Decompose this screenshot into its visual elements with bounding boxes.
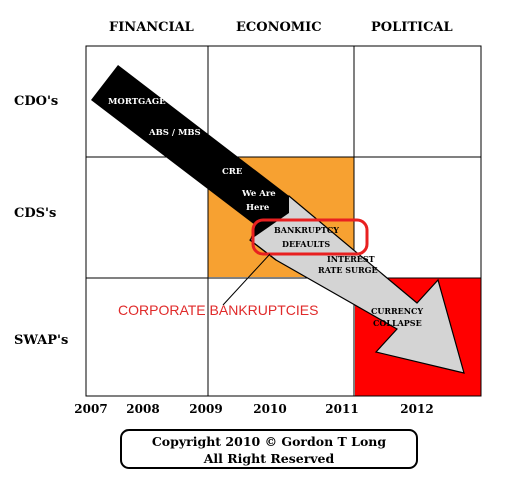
row-header-swaps: SWAP's	[14, 333, 69, 348]
label-we-are: We Are	[241, 189, 276, 199]
label-cre: CRE	[222, 167, 243, 177]
year-2008: 2008	[126, 402, 160, 416]
column-header-financial: FINANCIAL	[109, 20, 194, 35]
column-header-political: POLITICAL	[371, 20, 453, 35]
label-interest: INTEREST	[327, 254, 375, 264]
year-2011: 2011	[325, 402, 359, 416]
year-2007: 2007	[74, 402, 108, 416]
label-defaults: DEFAULTS	[282, 239, 330, 249]
callout-pointer-line	[222, 253, 271, 306]
arrow-dark-body	[91, 65, 289, 240]
copyright-line-2: All Right Reserved	[203, 451, 335, 466]
grid-lines	[85, 45, 482, 397]
copyright-line-1: Copyright 2010 © Gordon T Long	[151, 434, 387, 449]
callout-corporate-bankruptcies: CORPORATE BANKRUPTCIES	[118, 302, 319, 318]
row-header-cdss: CDS's	[14, 206, 57, 221]
label-currency: CURRENCY	[371, 306, 423, 316]
copyright-box: Copyright 2010 © Gordon T Long All Right…	[120, 429, 418, 469]
label-mortgage: MORTGAGE	[108, 97, 166, 107]
label-bankruptcy: BANKRUPTCY	[274, 225, 339, 235]
arrow-light-body	[249, 195, 465, 374]
label-abs-mbs: ABS / MBS	[148, 128, 201, 138]
label-here: Here	[246, 203, 270, 213]
year-2012: 2012	[400, 402, 434, 416]
label-rate-surge: RATE SURGE	[318, 265, 378, 275]
column-header-economic: ECONOMIC	[236, 20, 322, 35]
label-collapse: COLLAPSE	[373, 318, 422, 328]
row-header-cdos: CDO's	[14, 94, 59, 109]
bankruptcy-highlight-ring	[251, 218, 369, 256]
year-2009: 2009	[189, 402, 223, 416]
year-2010: 2010	[253, 402, 287, 416]
